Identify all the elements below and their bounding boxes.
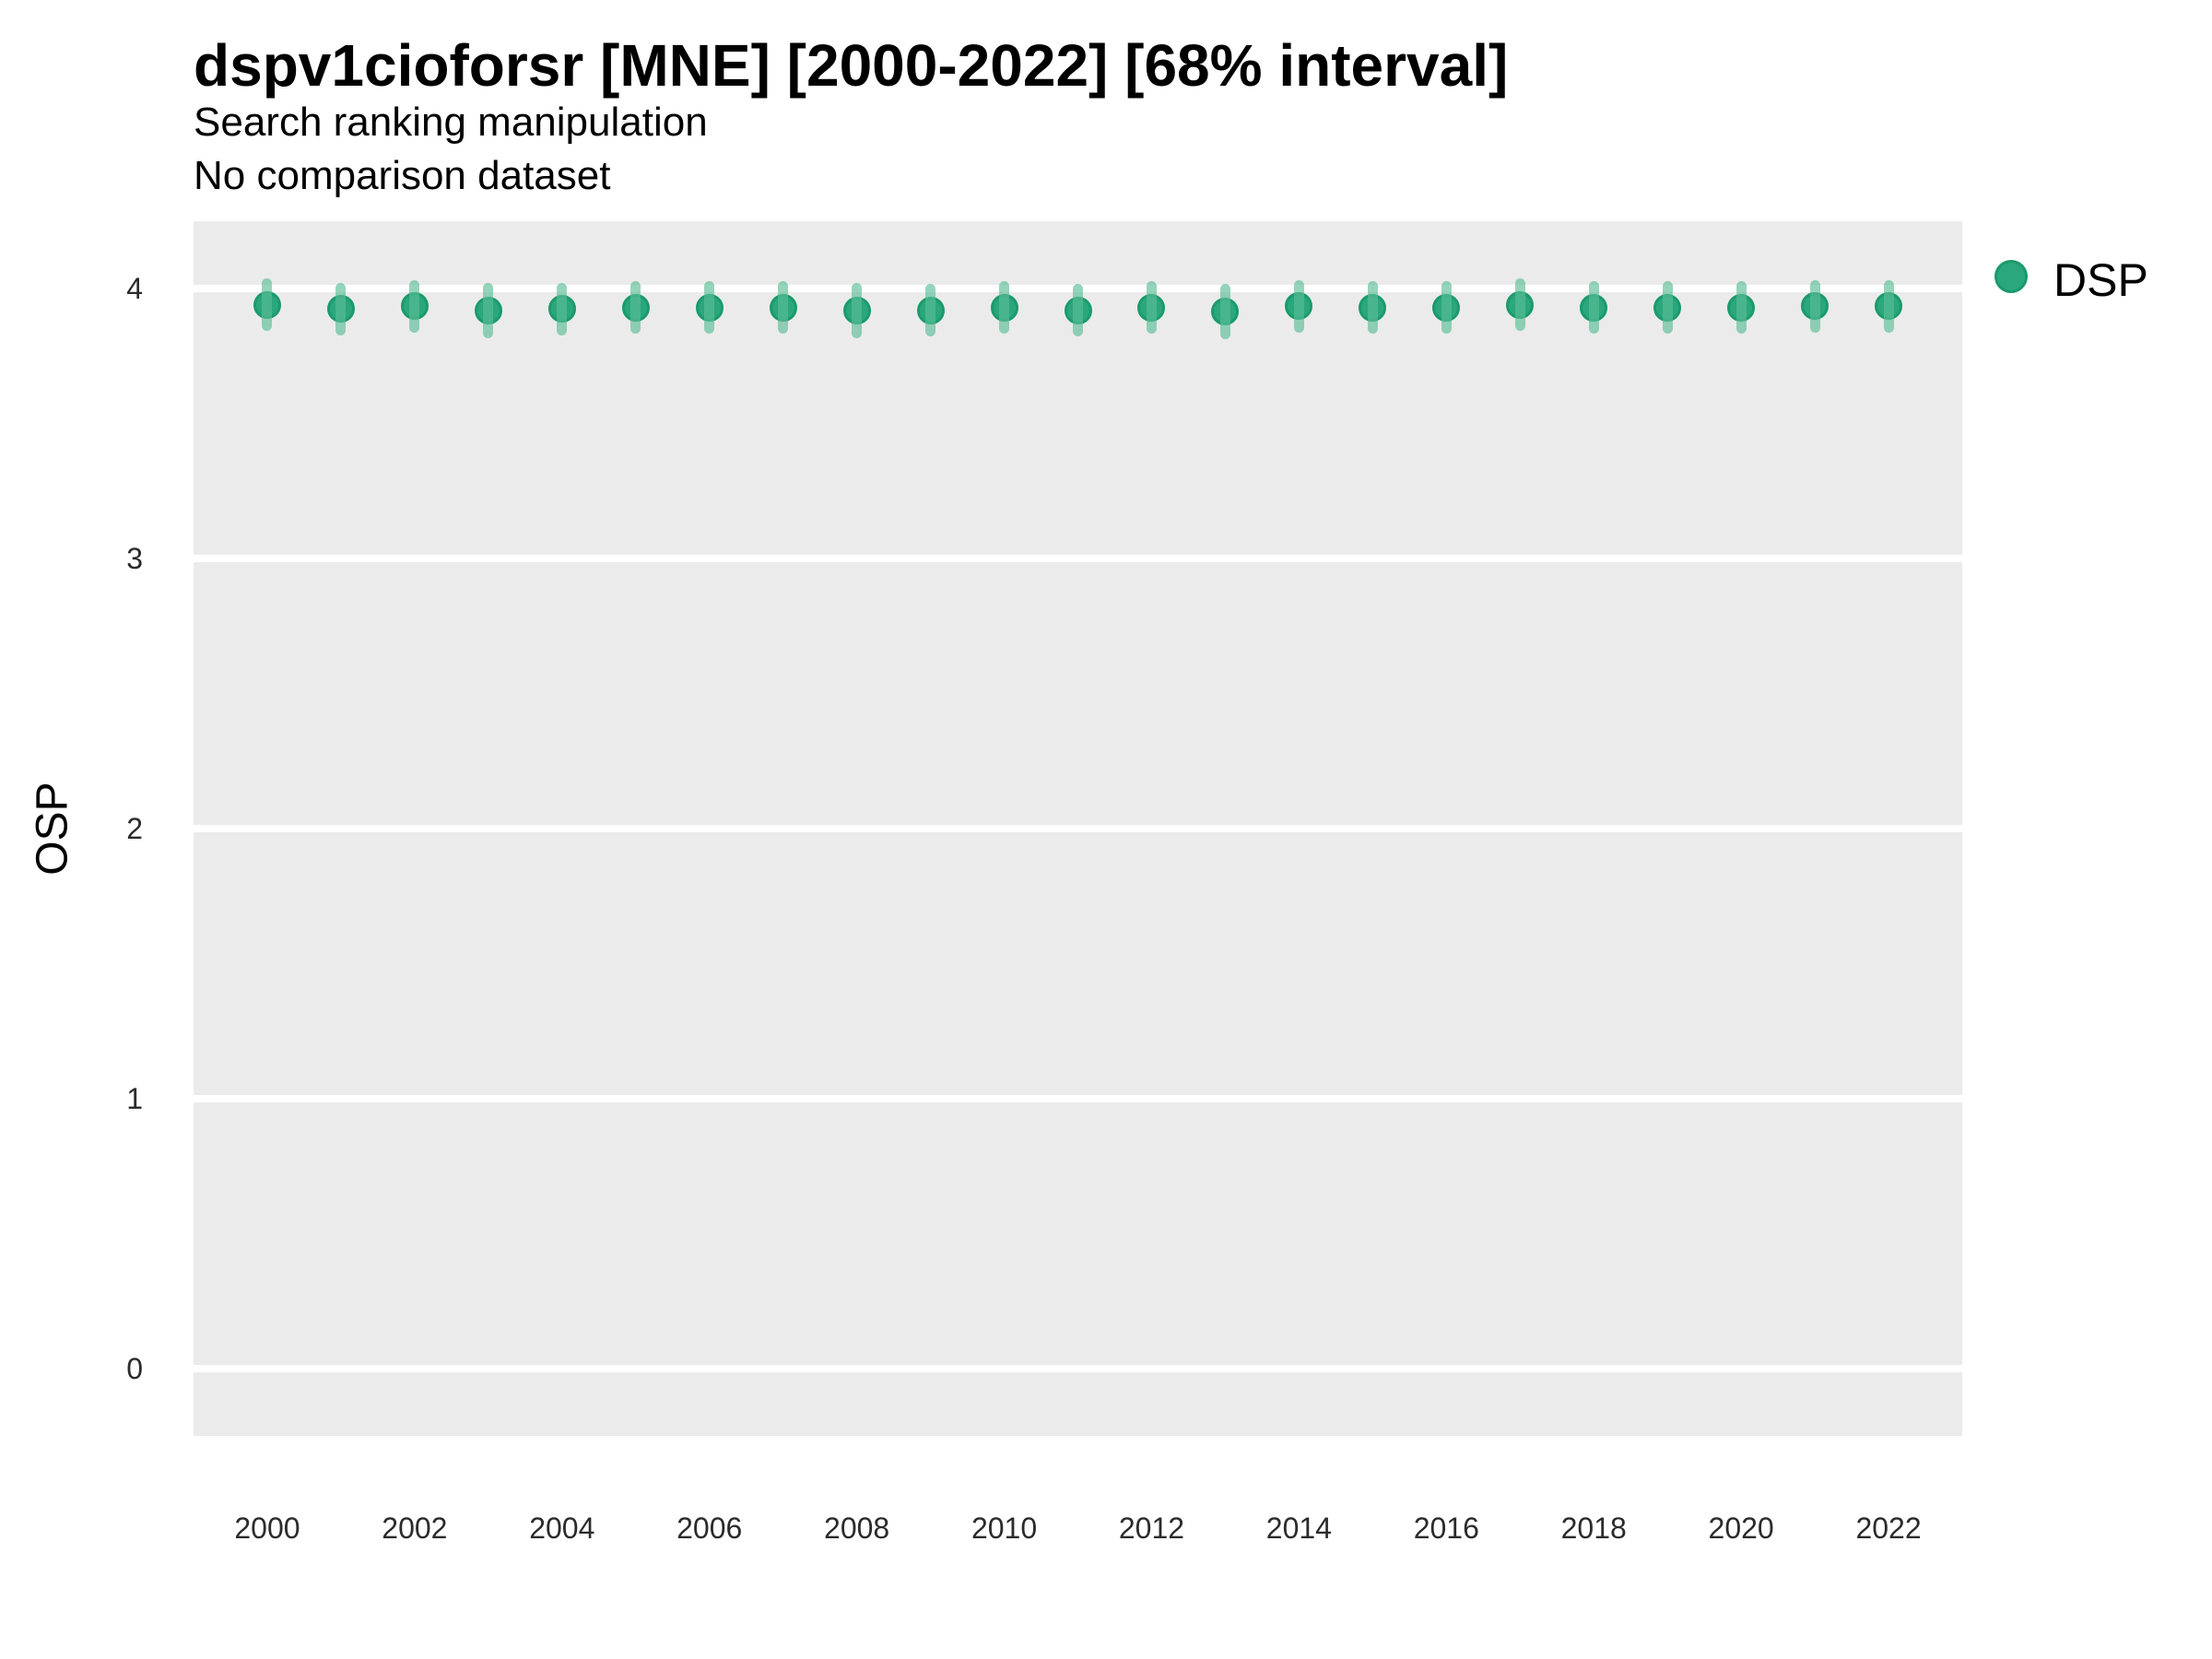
- error-bar: [1883, 279, 1894, 333]
- y-tick-label: 2: [126, 812, 143, 845]
- error-bar: [1441, 281, 1452, 335]
- error-bar: [409, 279, 420, 333]
- x-tick-label: 2014: [1265, 1512, 1332, 1545]
- x-tick-label: 2006: [677, 1512, 743, 1545]
- gridline-y-2: [194, 825, 1962, 832]
- error-bar: [1367, 281, 1378, 335]
- legend: DSP: [1982, 247, 2212, 312]
- gridline-y-1: [194, 1094, 1962, 1102]
- error-bar: [1293, 279, 1304, 333]
- error-bar: [1662, 281, 1673, 335]
- y-tick-label: 0: [126, 1351, 143, 1385]
- gridline-y-3: [194, 555, 1962, 563]
- x-tick-label: 2018: [1560, 1512, 1627, 1545]
- error-bar: [262, 278, 273, 332]
- error-bar: [557, 282, 568, 335]
- error-bar: [630, 281, 641, 335]
- x-tick-label: 2016: [1413, 1512, 1479, 1545]
- plot-panel: [194, 221, 1962, 1436]
- x-tick-label: 2002: [382, 1512, 448, 1545]
- error-bar: [1146, 281, 1157, 335]
- error-bar: [925, 284, 936, 337]
- legend-marker-icon: [1994, 260, 2028, 293]
- x-tick-label: 2008: [824, 1512, 890, 1545]
- error-bar: [483, 282, 494, 338]
- gridline-y-0: [194, 1364, 1962, 1372]
- error-bar: [704, 281, 715, 335]
- x-tick-label: 2000: [234, 1512, 300, 1545]
- y-tick-label: 1: [126, 1081, 143, 1115]
- x-tick-label: 2010: [971, 1512, 1038, 1545]
- error-bar: [778, 281, 789, 335]
- x-tick-label: 2004: [529, 1512, 595, 1545]
- chart-subtitle-line1: Search ranking manipulation: [194, 100, 708, 145]
- error-bar: [1514, 278, 1525, 332]
- error-bar: [1219, 284, 1230, 339]
- error-bar: [1735, 281, 1747, 335]
- x-tick-label: 2020: [1708, 1512, 1774, 1545]
- error-bar: [335, 282, 347, 335]
- legend-label: DSP: [2053, 254, 2148, 306]
- x-tick-label: 2022: [1855, 1512, 1922, 1545]
- error-bar: [1588, 281, 1599, 335]
- error-bar: [1809, 279, 1820, 333]
- error-bar: [999, 281, 1010, 335]
- x-tick-label: 2012: [1118, 1512, 1185, 1545]
- chart-title: dspv1cioforsr [MNE] [2000-2022] [68% int…: [194, 32, 1509, 99]
- chart-subtitle-line2: No comparison dataset: [194, 153, 611, 198]
- error-bar: [1073, 284, 1083, 337]
- y-tick-label: 4: [126, 272, 143, 306]
- error-bar: [852, 282, 863, 338]
- y-tick-label: 3: [126, 542, 143, 576]
